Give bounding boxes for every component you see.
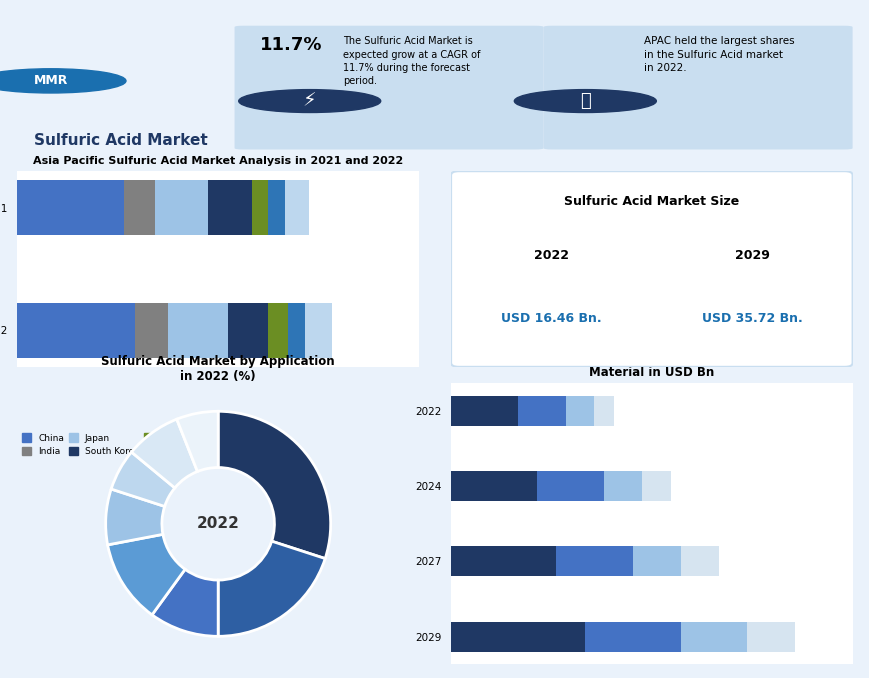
Wedge shape [218,541,325,637]
Text: 11.7%: 11.7% [259,37,322,54]
Bar [251,180,268,235]
Bar [536,471,603,501]
Bar [450,471,536,501]
Legend: China, India, Japan, South Korea, Austrelia, Singapore, Rest of APAC: China, India, Japan, South Korea, Austre… [22,433,284,456]
Bar [565,396,594,426]
Bar [517,396,565,426]
Wedge shape [152,570,218,637]
Bar [450,396,517,426]
Text: 2022: 2022 [534,250,568,262]
Bar [168,303,228,358]
Bar [584,622,680,652]
Text: The Sulfuric Acid Market is
expected grow at a CAGR of
11.7% during the forecast: The Sulfuric Acid Market is expected gro… [342,37,480,86]
Wedge shape [131,419,197,488]
Bar [285,180,308,235]
Bar [124,180,155,235]
Bar [289,303,305,358]
FancyBboxPatch shape [450,171,852,367]
Bar [17,303,135,358]
Bar [155,180,208,235]
Text: USD 35.72 Bn.: USD 35.72 Bn. [701,312,802,325]
Wedge shape [105,489,164,545]
Bar [603,471,641,501]
Bar [680,622,746,652]
Wedge shape [111,452,175,506]
Bar [228,303,268,358]
Bar [594,396,613,426]
Text: 2029: 2029 [734,250,769,262]
Bar [208,180,251,235]
Wedge shape [108,534,185,615]
Bar [17,180,124,235]
Bar [450,622,584,652]
Bar [450,546,555,576]
Text: Sulfuric Acid Market: Sulfuric Acid Market [34,133,208,148]
Circle shape [514,89,655,113]
Title: Sulfuric Acid Market by Raw
Material in USD Bn: Sulfuric Acid Market by Raw Material in … [558,351,745,379]
Text: USD 16.46 Bn.: USD 16.46 Bn. [501,312,601,325]
Bar [305,303,332,358]
Text: 2022: 2022 [196,517,239,532]
Bar [680,546,718,576]
Bar [268,303,289,358]
Title: Asia Pacific Sulfuric Acid Market Analysis in 2021 and 2022: Asia Pacific Sulfuric Acid Market Analys… [33,156,403,166]
Wedge shape [176,412,218,471]
Text: ⚡: ⚡ [302,92,316,111]
Bar [135,303,168,358]
FancyBboxPatch shape [543,26,852,149]
Bar [555,546,632,576]
Title: Sulfuric Acid Market by Application
in 2022 (%): Sulfuric Acid Market by Application in 2… [102,355,335,383]
Circle shape [0,68,126,93]
Bar [268,180,285,235]
Bar [632,546,680,576]
Text: APAC held the largest shares
in the Sulfuric Acid market
in 2022.: APAC held the largest shares in the Sulf… [643,37,793,73]
Text: Sulfuric Acid Market Size: Sulfuric Acid Market Size [564,195,739,207]
Wedge shape [218,412,330,559]
FancyBboxPatch shape [235,26,543,149]
Text: MMR: MMR [34,75,68,87]
Bar [746,622,794,652]
Bar [641,471,670,501]
Circle shape [238,89,381,113]
Text: 🔥: 🔥 [580,92,590,110]
